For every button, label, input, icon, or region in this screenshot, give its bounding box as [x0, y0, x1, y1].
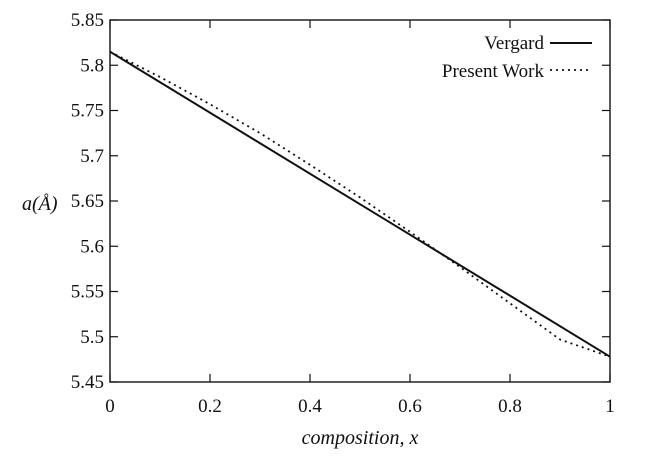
x-tick-label: 0.6 — [398, 396, 422, 417]
series-layer — [109, 50, 611, 358]
y-tick-label: 5.85 — [71, 10, 104, 31]
x-tick-label: 0.8 — [498, 396, 522, 417]
legend-label-vergard: Vergard — [484, 33, 544, 54]
x-axis-title: composition, x — [302, 427, 419, 449]
series-line-present-work — [109, 50, 611, 358]
y-tick-label: 5.55 — [71, 282, 104, 303]
y-tick-label: 5.45 — [71, 372, 104, 393]
y-axis-ticks: 5.45 5.5 5.55 5.6 5.65 5.7 5.75 5.8 5.85 — [71, 10, 610, 393]
y-tick-label: 5.8 — [80, 55, 104, 76]
y-tick-label: 5.6 — [80, 236, 104, 257]
y-tick-label: 5.5 — [80, 327, 104, 348]
x-axis-ticks: 0 0.2 0.4 0.6 0.8 1 — [105, 20, 615, 417]
legend: Vergard Present Work — [442, 33, 592, 82]
series-line-vergard — [109, 50, 611, 358]
y-tick-label: 5.75 — [71, 101, 104, 122]
y-tick-label: 5.7 — [80, 146, 104, 167]
y-tick-label: 5.65 — [71, 191, 104, 212]
x-tick-label: 1 — [605, 396, 615, 417]
x-tick-label: 0 — [105, 396, 115, 417]
x-tick-label: 0.4 — [298, 396, 322, 417]
legend-label-present-work: Present Work — [442, 61, 545, 82]
x-tick-label: 0.2 — [198, 396, 222, 417]
y-axis-title: a(Å) — [22, 193, 58, 215]
